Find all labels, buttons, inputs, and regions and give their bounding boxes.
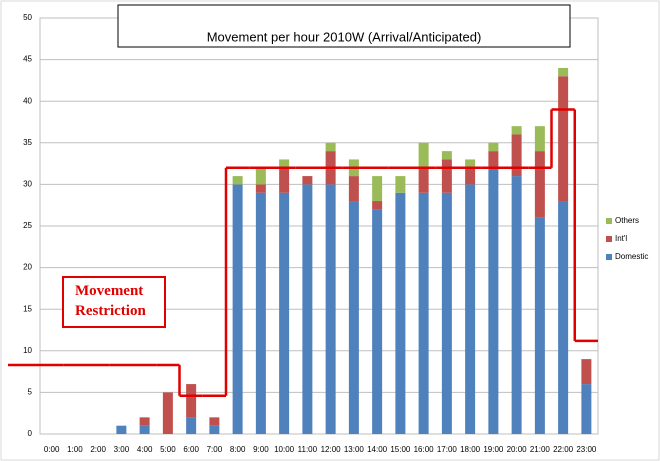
y-tick-label: 0 <box>28 429 33 438</box>
x-tick-label: 1:00 <box>67 445 83 454</box>
y-tick-label: 15 <box>23 304 32 313</box>
bar-segment <box>418 167 429 193</box>
x-tick-label: 15:00 <box>390 445 411 454</box>
x-tick-label: 8:00 <box>230 445 246 454</box>
bar-segment <box>465 167 476 185</box>
bar-segment <box>209 425 220 434</box>
bar-segment <box>441 151 452 160</box>
bar-segment <box>418 142 429 168</box>
bar-segment <box>558 67 569 77</box>
bar-segment <box>255 184 266 193</box>
y-tick-label: 45 <box>23 55 32 64</box>
bar-segment <box>186 384 197 418</box>
bar-segment <box>348 201 359 434</box>
bar-segment <box>511 126 522 135</box>
bar-segment <box>372 209 383 434</box>
x-tick-label: 10:00 <box>274 445 295 454</box>
x-tick-label: 0:00 <box>44 445 60 454</box>
bar-segment <box>488 142 499 152</box>
bar-segment <box>116 425 127 434</box>
bar-segment <box>255 192 266 434</box>
legend-label: Domestic <box>615 252 648 261</box>
legend-swatch <box>606 218 612 224</box>
title-box <box>117 4 571 48</box>
bar-segment <box>302 176 313 185</box>
bar-segment <box>279 167 290 193</box>
y-tick-label: 25 <box>23 221 32 230</box>
y-tick-label: 50 <box>23 13 32 22</box>
bar-segment <box>279 159 290 168</box>
x-tick-label: 20:00 <box>507 445 528 454</box>
bar-segment <box>441 192 452 434</box>
x-tick-label: 7:00 <box>207 445 223 454</box>
legend-swatch <box>606 236 612 242</box>
bar-segment <box>186 417 197 434</box>
bar-segment <box>395 192 406 434</box>
bar-segment <box>511 134 522 177</box>
x-tick-label: 17:00 <box>437 445 458 454</box>
bar-segment <box>534 151 545 218</box>
bar-segment <box>372 201 383 210</box>
bar-segment <box>232 184 243 434</box>
bar-segment <box>558 76 569 202</box>
y-tick-label: 40 <box>23 96 32 105</box>
bar-segment <box>534 126 545 152</box>
legend-label: Others <box>615 216 639 225</box>
bar-segment <box>534 217 545 434</box>
x-tick-label: 23:00 <box>576 445 597 454</box>
x-tick-label: 16:00 <box>414 445 435 454</box>
bar-segment <box>418 192 429 434</box>
x-tick-label: 21:00 <box>530 445 551 454</box>
x-tick-label: 18:00 <box>460 445 481 454</box>
y-tick-label: 20 <box>23 263 32 272</box>
bar-segment <box>488 167 499 434</box>
bar-segment <box>441 159 452 193</box>
legend-label: Int'l <box>615 234 627 243</box>
x-tick-label: 9:00 <box>253 445 269 454</box>
bar-segment <box>511 176 522 434</box>
legend-swatch <box>606 254 612 260</box>
bar-segment <box>465 184 476 434</box>
annotation-box <box>62 276 166 328</box>
x-tick-label: 13:00 <box>344 445 365 454</box>
annotation-holder: Movement Restriction <box>75 283 146 319</box>
x-tick-label: 12:00 <box>321 445 342 454</box>
bar-segment <box>139 417 150 426</box>
bar-segment <box>395 176 406 193</box>
x-tick-label: 5:00 <box>160 445 176 454</box>
x-tick-label: 14:00 <box>367 445 388 454</box>
bar-segment <box>325 184 336 434</box>
y-tick-label: 30 <box>23 180 32 189</box>
bar-segment <box>209 417 220 426</box>
x-tick-label: 22:00 <box>553 445 574 454</box>
bar-segment <box>348 176 359 202</box>
chart-title: Movement per hour 2010W (Arrival/Anticip… <box>207 29 482 44</box>
bar-segment <box>302 184 313 434</box>
x-tick-label: 2:00 <box>90 445 106 454</box>
bar-segment <box>255 167 266 185</box>
bar-segment <box>465 159 476 168</box>
x-tick-label: 6:00 <box>183 445 199 454</box>
bar-segment <box>488 151 499 168</box>
y-tick-label: 35 <box>23 138 32 147</box>
x-tick-label: 19:00 <box>483 445 504 454</box>
annotation: Movement Restriction <box>75 283 146 319</box>
bar-segment <box>372 176 383 202</box>
bar-segment <box>325 142 336 152</box>
bar-segment <box>558 201 569 434</box>
y-tick-label: 5 <box>28 388 33 397</box>
x-tick-label: 11:00 <box>298 445 318 454</box>
bar-segment <box>232 176 243 185</box>
x-tick-label: 3:00 <box>114 445 130 454</box>
bar-segment <box>581 359 592 385</box>
bar-segment <box>162 392 173 434</box>
bar-segment <box>581 384 592 434</box>
bar-segment <box>139 425 150 434</box>
y-tick-label: 10 <box>23 346 32 355</box>
bar-segment <box>279 192 290 434</box>
x-tick-label: 4:00 <box>137 445 153 454</box>
